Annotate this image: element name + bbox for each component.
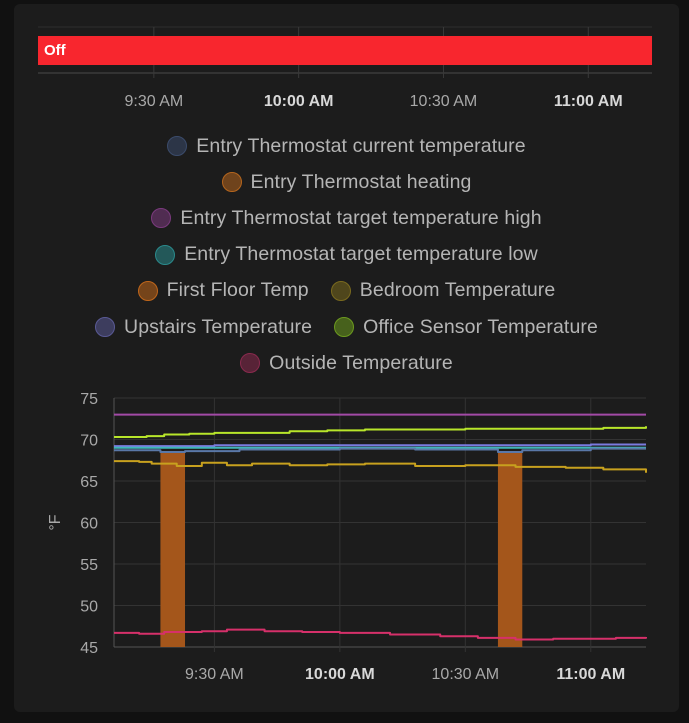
legend-item-outside-temperature[interactable]: Outside Temperature [240,352,453,375]
timeline-tick-label: 10:30 AM [410,93,478,110]
y-tick-label: 70 [80,433,98,450]
legend-swatch-icon [330,280,351,301]
legend-label: Entry Thermostat heating [250,170,472,193]
legend-swatch-icon [151,208,172,229]
legend-label: Entry Thermostat current temperature [196,134,526,157]
x-tick-label: 10:30 AM [432,666,500,683]
y-tick-label: 55 [80,557,98,574]
x-tick-label: 10:00 AM [305,666,375,683]
legend-row: First Floor Temp Bedroom Temperature [14,273,679,309]
legend-label: Entry Thermostat target temperature low [184,243,538,266]
y-tick-label: 60 [80,516,98,533]
timeline-tick-label: 9:30 AM [124,93,183,110]
y-axis-label: °F [47,514,64,530]
legend-item-entry-thermostat-target-temperature-high[interactable]: Entry Thermostat target temperature high [151,206,542,230]
history-card: 9:30 AM 10:00 AM 10:30 AM 11:00 AM Off Entr… [14,4,679,712]
heating-period-bar[interactable] [160,451,186,647]
temperature-chart-svg: 45 50 55 60 65 70 75 9:30 AM 10:00 AM 10:30 AM 11:… [47,391,647,683]
y-tick-label: 75 [80,391,98,408]
series-line-outside-temperature[interactable] [114,628,647,641]
legend-swatch-icon [221,172,242,193]
legend-row: Entry Thermostat target temperature low [14,237,679,273]
timeline-tick-label: 10:00 AM [264,93,334,110]
legend-swatch-icon [167,136,188,157]
legend-item-entry-thermostat-target-temperature-low[interactable]: Entry Thermostat target temperature low [155,243,538,266]
legend-swatch-icon [334,317,355,338]
legend-row: Upstairs Temperature Office Sensor Temper… [14,309,679,345]
chart-legend: Entry Thermostat current temperature Entr… [14,128,679,381]
series-line-upstairs-temperature[interactable] [114,443,646,448]
legend-item-office-sensor-temperature[interactable]: Office Sensor Temperature [334,316,598,339]
legend-row: Entry Thermostat heating [14,164,679,200]
legend-label: Upstairs Temperature [124,315,313,338]
series-line-entry-thermostat-current-temperature[interactable] [114,447,646,453]
legend-row: Outside Temperature [14,345,679,381]
state-timeline: 9:30 AM 10:00 AM 10:30 AM 11:00 AM Off [14,4,679,124]
x-tick-label: 11:00 AM [556,666,625,683]
legend-swatch-icon [137,280,158,301]
legend-label: First Floor Temp [166,279,309,302]
series-line-office-sensor-temperature[interactable] [114,426,647,439]
heating-state-bar[interactable]: Off [38,36,652,65]
legend-item-bedroom-temperature[interactable]: Bedroom Temperature [330,279,556,302]
timeline-tick-label: 11:00 AM [554,93,623,110]
legend-item-upstairs-temperature[interactable]: Upstairs Temperature [95,316,312,339]
legend-item-first-floor-temp[interactable]: First Floor Temp [137,279,309,302]
y-tick-label: 45 [80,640,98,657]
y-tick-label: 50 [80,599,98,616]
legend-item-entry-thermostat-heating[interactable]: Entry Thermostat heating [221,170,472,194]
legend-row: Entry Thermostat target temperature high [14,200,679,236]
legend-swatch-icon [155,244,176,265]
legend-item-entry-thermostat-current-temperature[interactable]: Entry Thermostat current temperature [167,134,526,158]
series-line-bedroom-temperature[interactable] [114,460,647,473]
legend-swatch-icon [240,353,261,374]
x-tick-label: 9:30 AM [185,666,244,683]
legend-row: Entry Thermostat current temperature [14,128,679,164]
legend-label: Bedroom Temperature [359,279,556,302]
state-bar-label: Off [44,42,66,59]
legend-label: Outside Temperature [269,351,453,374]
legend-swatch-icon [95,317,116,338]
y-tick-label: 65 [80,474,98,491]
heating-period-bar[interactable] [497,451,523,647]
legend-label: Entry Thermostat target temperature high [180,206,542,229]
temperature-chart: 45 50 55 60 65 70 75 9:30 AM 10:00 AM 10:30 AM 11:… [14,384,679,684]
legend-label: Office Sensor Temperature [363,315,598,338]
